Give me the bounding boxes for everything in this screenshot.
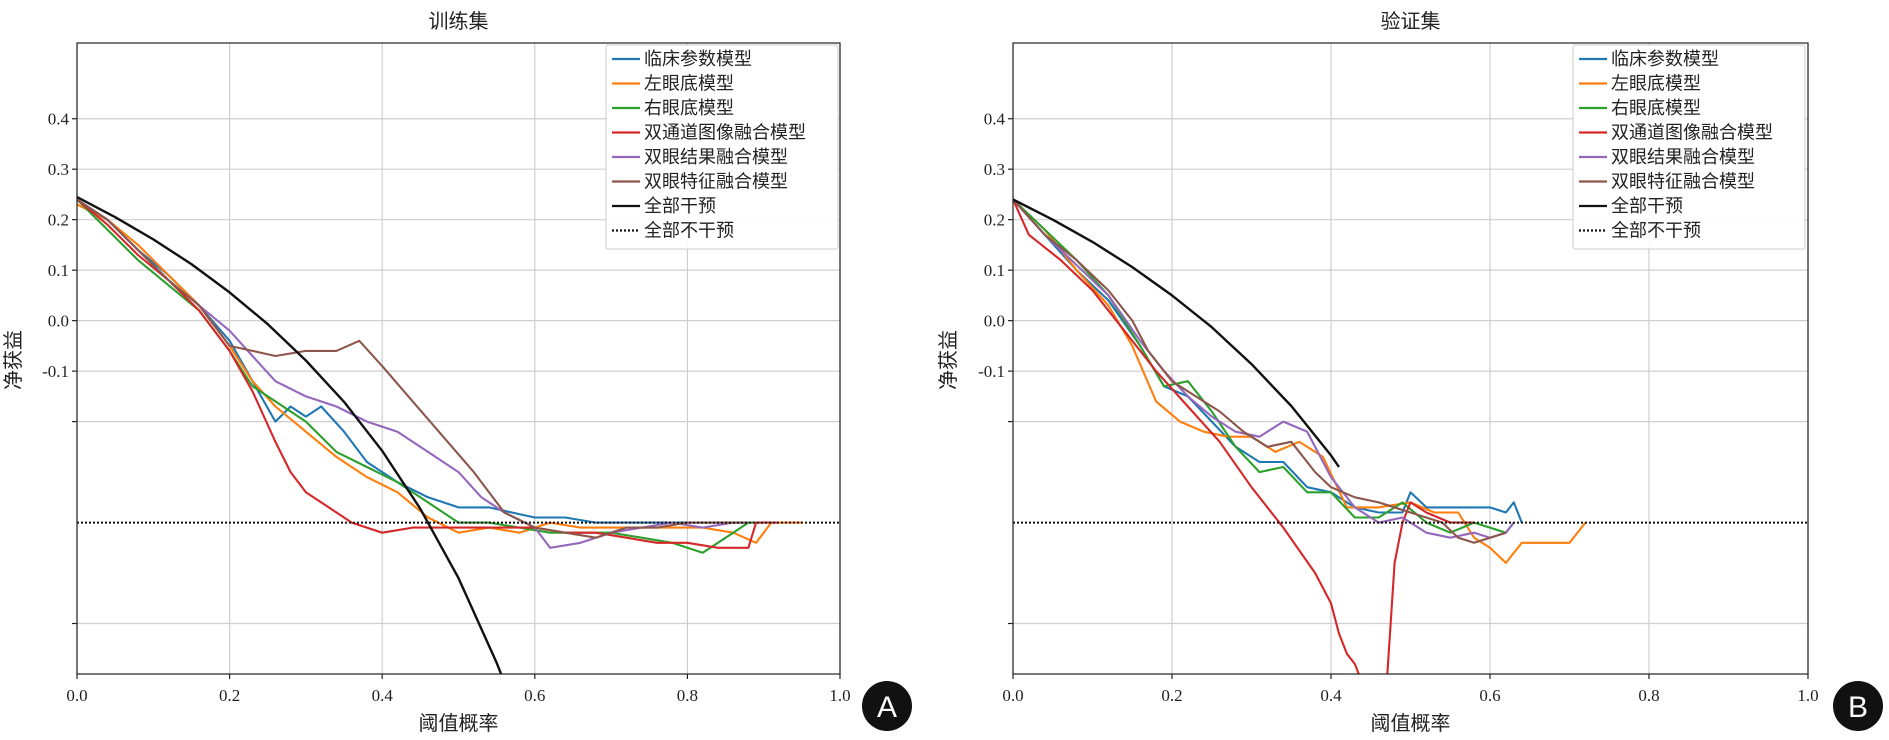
series-line-3 [77,198,779,549]
x-tick-label: 0.4 [1320,686,1342,705]
y-tick-label: 0.0 [48,312,69,331]
chart-title: 验证集 [1381,9,1441,33]
y-tick-label: 0.4 [984,110,1006,129]
panel-badge-label: B [1848,691,1868,724]
chart-title: 训练集 [429,9,489,33]
legend-box [605,44,839,250]
panel-badge-label: A [877,691,897,724]
legend-label: 双眼结果融合模型 [1611,147,1755,168]
series-line-5 [1013,198,1507,544]
legend-label: 临床参数模型 [1611,49,1719,70]
x-tick-labels: 0.0 0.2 0.4 0.6 0.8 1.0 [1002,674,1819,705]
y-tick-label: 0.0 [984,312,1005,331]
y-tick-labels: 0.4 0.3 0.2 0.1 0.0 -0.1 [42,110,77,625]
series-line-6 [77,195,503,674]
y-tick-label: -0.1 [978,362,1005,381]
x-tick-label: 0.8 [677,686,698,705]
series-line-0 [1013,198,1523,523]
legend-label: 全部不干预 [1611,221,1701,242]
y-tick-label: 0.2 [48,211,69,230]
x-tick-labels: 0.0 0.2 0.4 0.6 0.8 1.0 [66,674,851,705]
x-tick-label: 0.2 [219,686,240,705]
y-axis-label: 净获益 [936,330,960,390]
panel-badge-circle [862,681,912,731]
legend-box [1572,44,1806,250]
series-line-3 [1013,199,1475,674]
legend-label: 双通道图像融合模型 [1611,123,1773,144]
legend: 临床参数模型左眼底模型右眼底模型双通道图像融合模型双眼结果融合模型双眼特征融合模… [1572,44,1806,250]
y-tick-label: 0.2 [984,211,1005,230]
x-tick-label: 0.6 [1479,686,1500,705]
y-tick-label: 0.3 [984,160,1005,179]
y-tick-label: 0.1 [984,261,1005,280]
legend-label: 右眼底模型 [1611,98,1701,119]
y-tick-label: 0.1 [48,261,69,280]
panel-b-validation-set: 0.0 0.2 0.4 0.6 0.8 1.0 0.4 0.3 0.2 0.1 0.0 -0.1 验… [936,9,1883,735]
y-axis-label: 净获益 [1,330,25,390]
x-axis-label: 阈值概率 [419,711,499,735]
x-tick-label: 0.6 [524,686,545,705]
x-tick-label: 0.8 [1638,686,1659,705]
x-tick-label: 0.2 [1161,686,1182,705]
plot-frame [1012,42,1809,675]
series-lines [77,195,840,674]
x-tick-label: 1.0 [829,686,850,705]
legend-label: 左眼底模型 [644,74,734,95]
x-tick-label: 0.0 [1002,686,1023,705]
series-line-6 [1013,198,1340,468]
series-line-2 [77,198,764,554]
series-lines [1013,198,1808,674]
panel-badge: B [1833,681,1883,731]
y-tick-label: -0.1 [42,362,69,381]
x-tick-label: 1.0 [1797,686,1818,705]
series-line-1 [1013,198,1587,564]
legend-label: 左眼底模型 [1611,74,1701,95]
y-tick-label: 0.3 [48,160,69,179]
y-tick-labels: 0.4 0.3 0.2 0.1 0.0 -0.1 [978,110,1013,625]
x-tick-label: 0.4 [372,686,394,705]
x-tick-label: 0.0 [66,686,87,705]
legend-label: 全部干预 [644,196,716,217]
series-line-2 [1013,198,1515,534]
legend-label: 双眼结果融合模型 [644,147,788,168]
legend-label: 全部干预 [1611,196,1683,217]
panel-a-training-set: 0.0 0.2 0.4 0.6 0.8 1.0 0.4 0.3 0.2 0.1 0.0 -0.1 训… [1,9,912,735]
legend-label: 双通道图像融合模型 [644,123,806,144]
series-line-4 [1013,198,1515,539]
plot-frame [76,42,841,675]
legend-label: 右眼底模型 [644,98,734,119]
legend-label: 双眼特征融合模型 [644,172,788,193]
legend-label: 全部不干预 [644,221,734,242]
legend: 临床参数模型左眼底模型右眼底模型双通道图像融合模型双眼结果融合模型双眼特征融合模… [605,44,839,250]
panel-badge: A [862,681,912,731]
legend-label: 临床参数模型 [644,49,752,70]
x-axis-label: 阈值概率 [1371,711,1451,735]
y-tick-label: 0.4 [48,110,70,129]
series-line-1 [77,203,802,544]
panel-badge-circle [1833,681,1883,731]
legend-label: 双眼特征融合模型 [1611,172,1755,193]
series-line-5 [77,198,749,539]
